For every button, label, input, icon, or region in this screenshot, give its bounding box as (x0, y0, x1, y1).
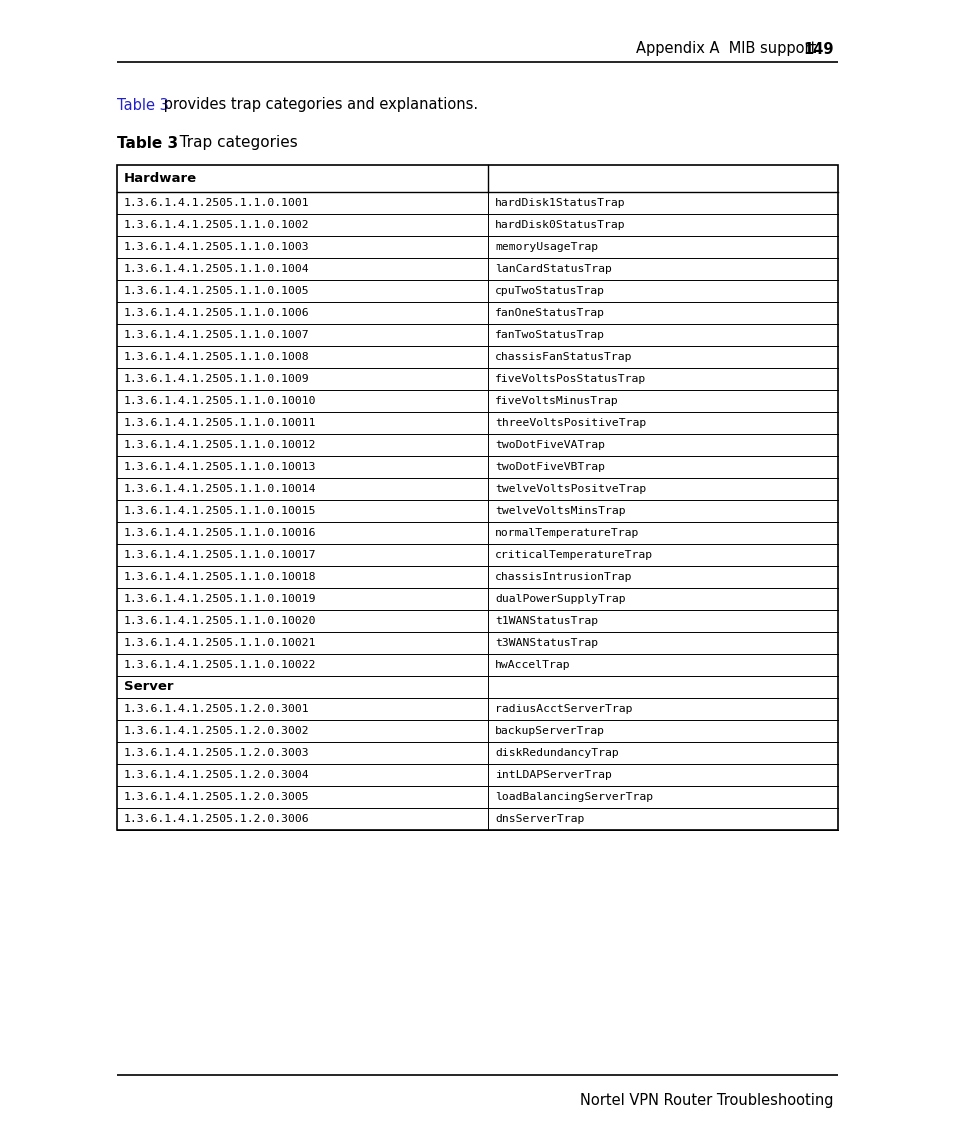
Text: 1.3.6.1.4.1.2505.1.1.0.10019: 1.3.6.1.4.1.2505.1.1.0.10019 (124, 594, 316, 605)
Text: 1.3.6.1.4.1.2505.1.1.0.10017: 1.3.6.1.4.1.2505.1.1.0.10017 (124, 550, 316, 560)
Text: twelveVoltsPositveTrap: twelveVoltsPositveTrap (495, 484, 645, 493)
Bar (117, 165, 837, 830)
Text: twelveVoltsMinsTrap: twelveVoltsMinsTrap (495, 506, 625, 516)
Text: dnsServerTrap: dnsServerTrap (495, 814, 584, 824)
Text: intLDAPServerTrap: intLDAPServerTrap (495, 769, 611, 780)
Text: fanOneStatusTrap: fanOneStatusTrap (495, 308, 604, 318)
Text: 1.3.6.1.4.1.2505.1.1.0.10021: 1.3.6.1.4.1.2505.1.1.0.10021 (124, 638, 316, 648)
Text: Appendix A  MIB support: Appendix A MIB support (635, 41, 815, 56)
Text: Table 3: Table 3 (117, 135, 178, 150)
Text: fiveVoltsPosStatusTrap: fiveVoltsPosStatusTrap (495, 374, 645, 384)
Text: 1.3.6.1.4.1.2505.1.2.0.3004: 1.3.6.1.4.1.2505.1.2.0.3004 (124, 769, 310, 780)
Text: Hardware: Hardware (124, 172, 197, 185)
Text: 1.3.6.1.4.1.2505.1.1.0.1005: 1.3.6.1.4.1.2505.1.1.0.1005 (124, 286, 310, 297)
Text: 1.3.6.1.4.1.2505.1.1.0.1008: 1.3.6.1.4.1.2505.1.1.0.1008 (124, 352, 310, 362)
Text: 1.3.6.1.4.1.2505.1.1.0.10018: 1.3.6.1.4.1.2505.1.1.0.10018 (124, 572, 316, 582)
Text: hwAccelTrap: hwAccelTrap (495, 660, 570, 670)
Text: 1.3.6.1.4.1.2505.1.2.0.3003: 1.3.6.1.4.1.2505.1.2.0.3003 (124, 748, 310, 758)
Text: lanCardStatusTrap: lanCardStatusTrap (495, 264, 611, 274)
Text: 1.3.6.1.4.1.2505.1.1.0.10015: 1.3.6.1.4.1.2505.1.1.0.10015 (124, 506, 316, 516)
Text: hardDisk0StatusTrap: hardDisk0StatusTrap (495, 220, 625, 230)
Text: 1.3.6.1.4.1.2505.1.1.0.1009: 1.3.6.1.4.1.2505.1.1.0.1009 (124, 374, 310, 384)
Text: fanTwoStatusTrap: fanTwoStatusTrap (495, 330, 604, 340)
Text: radiusAcctServerTrap: radiusAcctServerTrap (495, 704, 632, 714)
Text: 1.3.6.1.4.1.2505.1.2.0.3001: 1.3.6.1.4.1.2505.1.2.0.3001 (124, 704, 310, 714)
Text: diskRedundancyTrap: diskRedundancyTrap (495, 748, 618, 758)
Text: 1.3.6.1.4.1.2505.1.1.0.10011: 1.3.6.1.4.1.2505.1.1.0.10011 (124, 418, 316, 428)
Text: 1.3.6.1.4.1.2505.1.1.0.10022: 1.3.6.1.4.1.2505.1.1.0.10022 (124, 660, 316, 670)
Text: loadBalancingServerTrap: loadBalancingServerTrap (495, 792, 653, 801)
Text: 1.3.6.1.4.1.2505.1.1.0.1002: 1.3.6.1.4.1.2505.1.1.0.1002 (124, 220, 310, 230)
Text: 1.3.6.1.4.1.2505.1.2.0.3002: 1.3.6.1.4.1.2505.1.2.0.3002 (124, 726, 310, 736)
Text: 1.3.6.1.4.1.2505.1.2.0.3005: 1.3.6.1.4.1.2505.1.2.0.3005 (124, 792, 310, 801)
Text: threeVoltsPositiveTrap: threeVoltsPositiveTrap (495, 418, 645, 428)
Text: 1.3.6.1.4.1.2505.1.1.0.1003: 1.3.6.1.4.1.2505.1.1.0.1003 (124, 242, 310, 252)
Text: t3WANStatusTrap: t3WANStatusTrap (495, 638, 598, 648)
Text: 149: 149 (802, 41, 833, 56)
Text: twoDotFiveVATrap: twoDotFiveVATrap (495, 440, 604, 450)
Text: Table 3: Table 3 (117, 97, 169, 112)
Text: twoDotFiveVBTrap: twoDotFiveVBTrap (495, 461, 604, 472)
Text: chassisFanStatusTrap: chassisFanStatusTrap (495, 352, 632, 362)
Text: 1.3.6.1.4.1.2505.1.1.0.10014: 1.3.6.1.4.1.2505.1.1.0.10014 (124, 484, 316, 493)
Text: 1.3.6.1.4.1.2505.1.1.0.10013: 1.3.6.1.4.1.2505.1.1.0.10013 (124, 461, 316, 472)
Text: fiveVoltsMinusTrap: fiveVoltsMinusTrap (495, 396, 618, 406)
Text: cpuTwoStatusTrap: cpuTwoStatusTrap (495, 286, 604, 297)
Text: 1.3.6.1.4.1.2505.1.1.0.10020: 1.3.6.1.4.1.2505.1.1.0.10020 (124, 616, 316, 626)
Text: Server: Server (124, 680, 173, 694)
Text: Nortel VPN Router Troubleshooting: Nortel VPN Router Troubleshooting (579, 1092, 833, 1107)
Text: 1.3.6.1.4.1.2505.1.1.0.1006: 1.3.6.1.4.1.2505.1.1.0.1006 (124, 308, 310, 318)
Text: provides trap categories and explanations.: provides trap categories and explanation… (159, 97, 477, 112)
Text: 1.3.6.1.4.1.2505.1.1.0.10016: 1.3.6.1.4.1.2505.1.1.0.10016 (124, 528, 316, 538)
Text: 1.3.6.1.4.1.2505.1.1.0.10010: 1.3.6.1.4.1.2505.1.1.0.10010 (124, 396, 316, 406)
Text: chassisIntrusionTrap: chassisIntrusionTrap (495, 572, 632, 582)
Text: dualPowerSupplyTrap: dualPowerSupplyTrap (495, 594, 625, 605)
Text: hardDisk1StatusTrap: hardDisk1StatusTrap (495, 198, 625, 208)
Text: Trap categories: Trap categories (165, 135, 297, 150)
Text: 1.3.6.1.4.1.2505.1.1.0.1001: 1.3.6.1.4.1.2505.1.1.0.1001 (124, 198, 310, 208)
Text: normalTemperatureTrap: normalTemperatureTrap (495, 528, 639, 538)
Text: 1.3.6.1.4.1.2505.1.2.0.3006: 1.3.6.1.4.1.2505.1.2.0.3006 (124, 814, 310, 824)
Text: t1WANStatusTrap: t1WANStatusTrap (495, 616, 598, 626)
Text: 1.3.6.1.4.1.2505.1.1.0.1007: 1.3.6.1.4.1.2505.1.1.0.1007 (124, 330, 310, 340)
Text: backupServerTrap: backupServerTrap (495, 726, 604, 736)
Text: criticalTemperatureTrap: criticalTemperatureTrap (495, 550, 653, 560)
Text: memoryUsageTrap: memoryUsageTrap (495, 242, 598, 252)
Text: 1.3.6.1.4.1.2505.1.1.0.1004: 1.3.6.1.4.1.2505.1.1.0.1004 (124, 264, 310, 274)
Text: 1.3.6.1.4.1.2505.1.1.0.10012: 1.3.6.1.4.1.2505.1.1.0.10012 (124, 440, 316, 450)
